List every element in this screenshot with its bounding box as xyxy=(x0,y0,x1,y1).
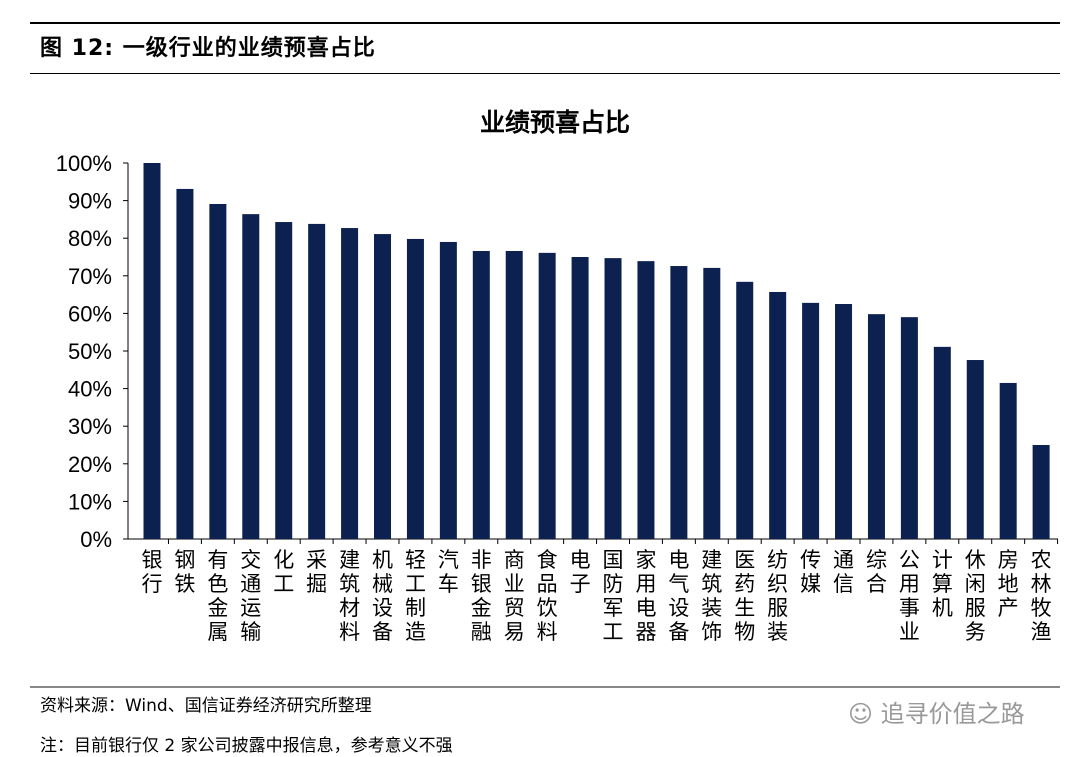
x-tick-label: 汽车 xyxy=(438,548,459,596)
bar xyxy=(374,234,392,539)
bar xyxy=(769,291,787,539)
bar xyxy=(802,302,820,539)
bar xyxy=(341,228,359,539)
bar xyxy=(966,360,984,539)
figure-title: 图 12: 一级行业的业绩预喜占比 xyxy=(40,36,376,61)
note-text: 注：目前银行仅 2 家公司披露中报信息，参考意义不强 xyxy=(40,736,453,756)
watermark: ☺ 追寻价值之路 xyxy=(848,694,1025,729)
bar xyxy=(736,281,754,539)
bar xyxy=(637,261,655,539)
x-tick-label: 建筑装饰 xyxy=(701,548,722,644)
source-text: 资料来源：Wind、国信证券经济研究所整理 xyxy=(40,696,372,716)
x-tick-label: 电气设备 xyxy=(668,548,689,644)
top-rule xyxy=(30,22,1060,24)
bar xyxy=(604,258,622,539)
y-tick-label: 50% xyxy=(68,339,112,364)
x-tick-label: 休闲服务 xyxy=(965,548,986,644)
y-tick-label: 100% xyxy=(56,151,112,176)
x-tick-label: 纺织服装 xyxy=(767,548,788,644)
bar xyxy=(933,346,951,539)
y-tick-label: 70% xyxy=(68,264,112,289)
x-tick-label: 非银金融 xyxy=(471,548,492,644)
bar xyxy=(670,266,688,539)
x-tick-label: 电子 xyxy=(570,548,591,596)
bar xyxy=(209,203,227,539)
x-tick-label: 商业贸易 xyxy=(504,548,525,644)
y-tick-label: 20% xyxy=(68,452,112,477)
bar xyxy=(505,250,523,539)
x-tick-label: 农林牧渔 xyxy=(1031,548,1052,644)
footer-rule xyxy=(30,686,1060,688)
x-tick-label: 钢铁 xyxy=(174,548,195,596)
x-tick-label: 房地产 xyxy=(998,548,1019,620)
x-tick-label: 轻工制造 xyxy=(405,548,426,644)
y-tick-label: 40% xyxy=(68,377,112,402)
bar xyxy=(176,188,194,539)
watermark-text: 追寻价值之路 xyxy=(880,700,1025,728)
bar xyxy=(999,382,1017,539)
title-rule xyxy=(30,73,1060,74)
bar xyxy=(835,304,853,539)
x-tick-label: 采掘 xyxy=(306,548,327,596)
bar xyxy=(472,250,490,539)
y-tick-label: 90% xyxy=(68,189,112,214)
x-tick-label: 化工 xyxy=(273,548,294,596)
x-tick-label: 计算机 xyxy=(932,548,953,620)
bar xyxy=(1032,445,1050,539)
x-tick-label: 机械设备 xyxy=(372,548,393,644)
y-tick-label: 0% xyxy=(80,527,112,552)
x-tick-label: 家用电器 xyxy=(635,548,656,644)
bar xyxy=(900,317,918,539)
bar xyxy=(571,257,589,539)
bar xyxy=(143,163,161,539)
bar xyxy=(538,252,556,539)
bar xyxy=(867,314,885,539)
bar xyxy=(703,267,721,539)
y-tick-label: 30% xyxy=(68,414,112,439)
x-tick-label: 通信 xyxy=(833,548,854,596)
bar xyxy=(439,241,457,539)
wechat-icon: ☺ xyxy=(848,700,874,728)
bar xyxy=(406,238,424,539)
x-tick-label: 银行 xyxy=(142,548,163,596)
x-tick-label: 公用事业 xyxy=(899,548,920,644)
y-tick-label: 60% xyxy=(68,301,112,326)
y-tick-label: 10% xyxy=(68,489,112,514)
x-tick-label: 医药生物 xyxy=(734,548,755,644)
bar xyxy=(242,214,260,540)
y-tick-label: 80% xyxy=(68,226,112,251)
x-tick-label: 建筑材料 xyxy=(339,548,360,644)
bar xyxy=(275,222,293,540)
x-tick-label: 交通运输 xyxy=(240,548,261,644)
bar xyxy=(308,223,326,540)
x-tick-label: 传媒 xyxy=(800,548,821,596)
x-tick-label: 食品饮料 xyxy=(537,548,558,644)
chart-title: 业绩预喜占比 xyxy=(480,108,630,137)
x-tick-label: 有色金属 xyxy=(207,548,228,644)
x-tick-label: 综合 xyxy=(866,548,887,596)
x-tick-label: 国防军工 xyxy=(603,548,624,644)
